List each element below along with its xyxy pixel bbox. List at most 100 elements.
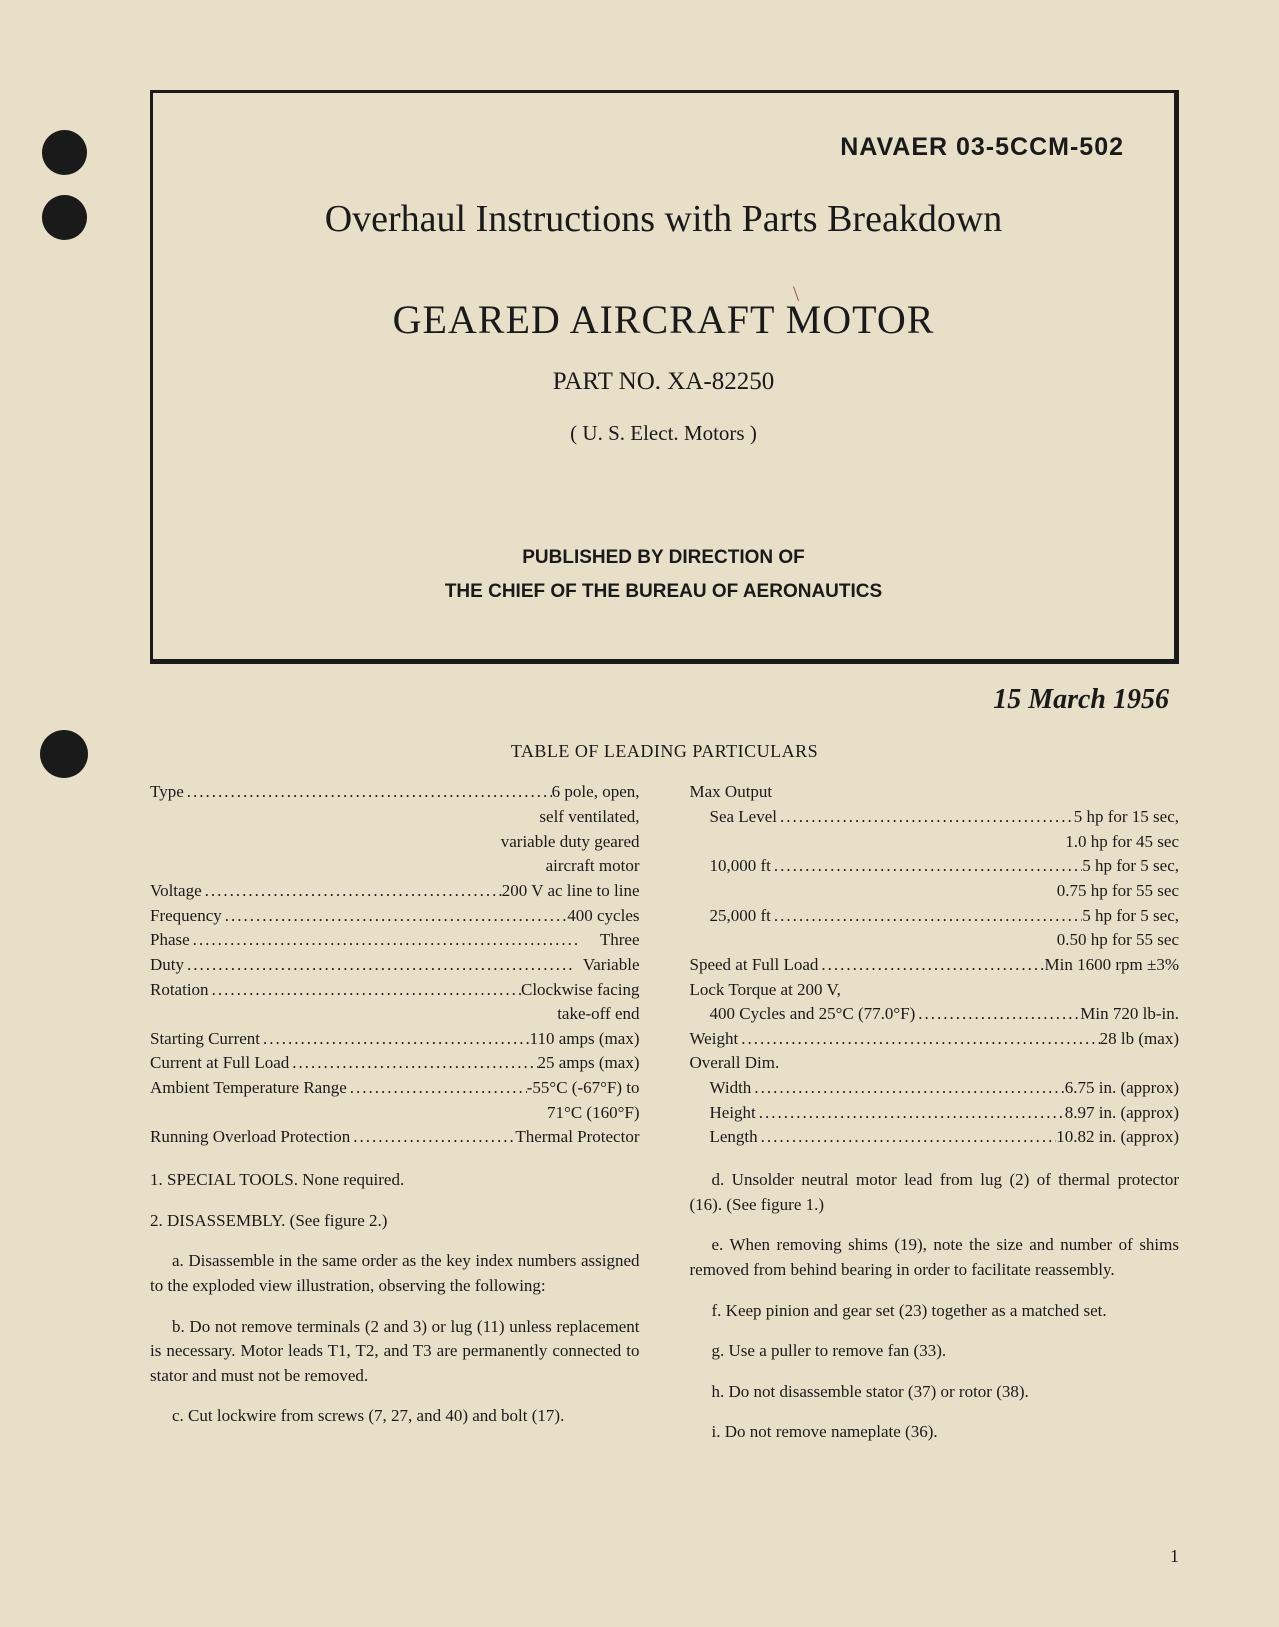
published-by: PUBLISHED BY DIRECTION OF THE CHIEF OF T… (203, 541, 1124, 609)
spec-label: Height (710, 1101, 756, 1126)
spec-value: 28 lb (max) (1100, 1027, 1179, 1052)
publication-date: 15 March 1956 (150, 684, 1179, 716)
spec-duty: Duty Variable (150, 953, 640, 978)
spec-cont: 1.0 hp for 45 sec (690, 830, 1180, 855)
document-id: NAVAER 03-5CCM-502 (203, 133, 1124, 162)
particulars-table-title: TABLE OF LEADING PARTICULARS (150, 741, 1179, 762)
dot-leader (738, 1027, 1099, 1052)
para-disassembly: 2. DISASSEMBLY. (See figure 2.) (150, 1209, 640, 1234)
para-d: d. Unsolder neutral motor lead from lug … (690, 1168, 1180, 1217)
spec-value: Clockwise facing (521, 978, 640, 1003)
para-h: h. Do not disassemble stator (37) or rot… (690, 1380, 1180, 1405)
para-g: g. Use a puller to remove fan (33). (690, 1339, 1180, 1364)
spec-starting-current: Starting Current 110 amps (max) (150, 1027, 640, 1052)
spec-value: 6 pole, open, (552, 780, 640, 805)
spec-label: Speed at Full Load (690, 953, 819, 978)
dot-leader (260, 1027, 530, 1052)
spec-value: 5 hp for 5 sec, (1082, 854, 1179, 879)
spec-label: Current at Full Load (150, 1051, 289, 1076)
published-line-1: PUBLISHED BY DIRECTION OF (203, 541, 1124, 575)
spec-lock-torque: 400 Cycles and 25°C (77.0°F) Min 720 lb-… (690, 1002, 1180, 1027)
spec-cont: aircraft motor (150, 854, 640, 879)
spec-height: Height 8.97 in. (approx) (690, 1101, 1180, 1126)
tick-mark: \ (793, 281, 799, 307)
max-output-label: Max Output (690, 780, 1180, 805)
spec-cont: 0.75 hp for 55 sec (690, 879, 1180, 904)
overall-dim-label: Overall Dim. (690, 1051, 1180, 1076)
dot-leader (289, 1051, 537, 1076)
spec-label: 400 Cycles and 25°C (77.0°F) (710, 1002, 916, 1027)
spec-value: 200 V ac line to line (502, 879, 640, 904)
spec-cont: variable duty geared (150, 830, 640, 855)
spec-speed: Speed at Full Load Min 1600 rpm ±3% (690, 953, 1180, 978)
published-line-2: THE CHIEF OF THE BUREAU OF AERONAUTICS (203, 575, 1124, 609)
dot-leader (751, 1076, 1064, 1101)
spec-cont: take-off end (150, 1002, 640, 1027)
dot-leader (915, 1002, 1080, 1027)
para-a: a. Disassemble in the same order as the … (150, 1249, 640, 1298)
dot-leader (758, 1125, 1057, 1150)
spec-10000ft: 10,000 ft 5 hp for 5 sec, (690, 854, 1180, 879)
spec-label: Starting Current (150, 1027, 260, 1052)
spec-type: Type 6 pole, open, (150, 780, 640, 805)
spec-value: 10.82 in. (approx) (1056, 1125, 1179, 1150)
spec-value: Three (600, 928, 640, 953)
dot-leader (222, 904, 568, 929)
spec-25000ft: 25,000 ft 5 hp for 5 sec, (690, 904, 1180, 929)
lock-torque-label: Lock Torque at 200 V, (690, 978, 1180, 1003)
spec-label: Weight (690, 1027, 739, 1052)
punch-hole (40, 730, 88, 778)
spec-label: Length (710, 1125, 758, 1150)
spec-label: Ambient Temperature Range (150, 1076, 347, 1101)
dot-leader (818, 953, 1044, 978)
dot-leader (190, 928, 600, 953)
title-frame: NAVAER 03-5CCM-502 \ Overhaul Instructio… (150, 90, 1179, 664)
para-c: c. Cut lockwire from screws (7, 27, and … (150, 1404, 640, 1429)
spec-width: Width 6.75 in. (approx) (690, 1076, 1180, 1101)
spec-frequency: Frequency 400 cycles (150, 904, 640, 929)
para-i: i. Do not remove nameplate (36). (690, 1420, 1180, 1445)
spec-value: 5 hp for 5 sec, (1082, 904, 1179, 929)
spec-label: Voltage (150, 879, 202, 904)
dot-leader (347, 1076, 527, 1101)
dot-leader (202, 879, 502, 904)
spec-cont: self ventilated, (150, 805, 640, 830)
dot-leader (350, 1125, 515, 1150)
spec-sea-level: Sea Level 5 hp for 15 sec, (690, 805, 1180, 830)
spec-ambient-temp: Ambient Temperature Range -55°C (-67°F) … (150, 1076, 640, 1101)
dot-leader (184, 953, 583, 978)
spec-value: -55°C (-67°F) to (527, 1076, 640, 1101)
spec-label: 25,000 ft (710, 904, 771, 929)
spec-label: Sea Level (710, 805, 778, 830)
spec-label: Running Overload Protection (150, 1125, 350, 1150)
spec-value: 6.75 in. (approx) (1065, 1076, 1179, 1101)
part-number: PART NO. XA-82250 (203, 368, 1124, 396)
spec-value: Variable (583, 953, 640, 978)
spec-phase: Phase Three (150, 928, 640, 953)
dot-leader (184, 780, 552, 805)
spec-voltage: Voltage 200 V ac line to line (150, 879, 640, 904)
content-columns: Type 6 pole, open, self ventilated, vari… (150, 780, 1179, 1461)
dot-leader (209, 978, 521, 1003)
spec-overload: Running Overload Protection Thermal Prot… (150, 1125, 640, 1150)
spec-value: 400 cycles (567, 904, 639, 929)
spec-rotation: Rotation Clockwise facing (150, 978, 640, 1003)
spec-cont: 71°C (160°F) (150, 1101, 640, 1126)
right-column: Max Output Sea Level 5 hp for 15 sec, 1.… (690, 780, 1180, 1461)
dot-leader (756, 1101, 1065, 1126)
spec-value: 5 hp for 15 sec, (1074, 805, 1179, 830)
spec-label: Frequency (150, 904, 222, 929)
para-special-tools: 1. SPECIAL TOOLS. None required. (150, 1168, 640, 1193)
dot-leader (771, 854, 1082, 879)
para-b: b. Do not remove terminals (2 and 3) or … (150, 1315, 640, 1389)
punch-hole (42, 195, 87, 240)
spec-cont: 0.50 hp for 55 sec (690, 928, 1180, 953)
body-text-right: d. Unsolder neutral motor lead from lug … (690, 1168, 1180, 1445)
page-number: 1 (1170, 1546, 1179, 1567)
spec-value: 8.97 in. (approx) (1065, 1101, 1179, 1126)
equipment-title: GEARED AIRCRAFT MOTOR (203, 296, 1124, 343)
spec-label: Type (150, 780, 184, 805)
spec-value: Min 720 lb-in. (1080, 1002, 1179, 1027)
dot-leader (771, 904, 1082, 929)
punch-hole (42, 130, 87, 175)
